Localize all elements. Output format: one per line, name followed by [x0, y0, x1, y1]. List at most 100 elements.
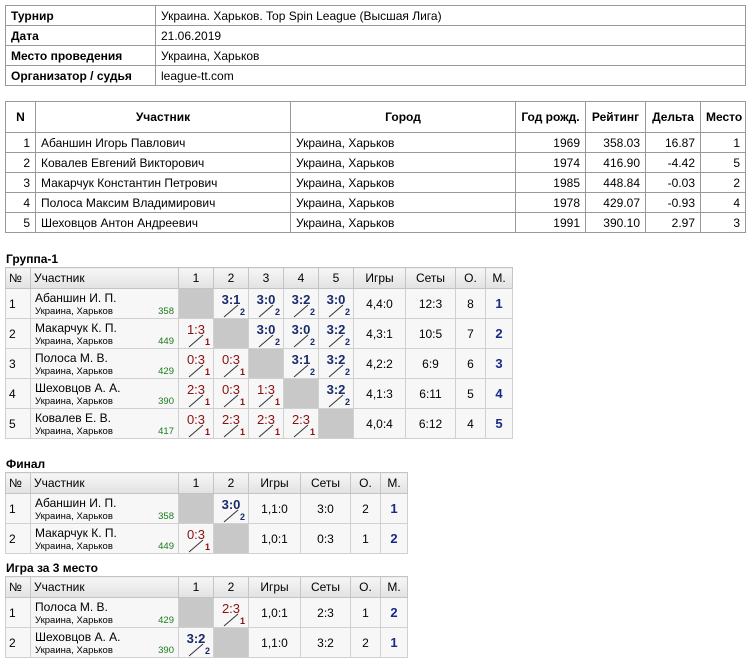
- slash-line: [258, 394, 274, 408]
- column-header: М.: [380, 576, 408, 598]
- info-value: Украина. Харьков. Top Spin League (Высша…: [155, 5, 746, 26]
- place: 1: [485, 288, 513, 319]
- column-header: 1: [178, 472, 214, 494]
- place: 1: [380, 493, 408, 524]
- sets: 3:0: [300, 493, 351, 524]
- sets: 2:3: [300, 597, 351, 628]
- slash: [328, 334, 344, 348]
- slash-line: [328, 394, 344, 408]
- slash: [293, 424, 309, 438]
- points: 2: [309, 367, 315, 377]
- player-cell: Шеховцов А. А. Украина, Харьков 390: [30, 378, 179, 409]
- points: 2: [309, 307, 315, 317]
- place: 3: [485, 348, 513, 379]
- column-header: Участник: [30, 472, 179, 494]
- score: 2:3: [221, 601, 241, 616]
- score: 1:3: [186, 322, 206, 337]
- slash: [223, 424, 239, 438]
- column-header: О.: [455, 267, 486, 289]
- section-title: Группа-1: [6, 252, 59, 266]
- points-total: 4: [455, 408, 486, 439]
- info-label: Турнир: [5, 5, 156, 26]
- player-rating: 429: [158, 366, 174, 377]
- cell: 1991: [515, 212, 586, 233]
- games: 1,0:1: [248, 597, 301, 628]
- score: 3:0: [326, 292, 346, 307]
- score: 3:0: [221, 497, 241, 512]
- info-label: Место проведения: [5, 45, 156, 66]
- player-rating: 390: [158, 645, 174, 656]
- column-header: Сеты: [405, 267, 456, 289]
- games: 4,1:3: [353, 378, 406, 409]
- score: 0:3: [186, 412, 206, 427]
- points: 2: [204, 646, 210, 656]
- slash: [188, 539, 204, 553]
- column-header: 4: [283, 267, 319, 289]
- slash: [328, 304, 344, 318]
- diagonal-cell: [213, 627, 249, 658]
- column-header: 2: [213, 576, 249, 598]
- points-total: 2: [350, 627, 381, 658]
- score: 0:3: [221, 382, 241, 397]
- header-row: № Участник 1 2 Игры Сеты О. М.: [5, 472, 408, 494]
- points: 2: [344, 397, 350, 407]
- cell: 3: [5, 172, 36, 193]
- slash-line: [293, 304, 309, 318]
- games: 4,4:0: [353, 288, 406, 319]
- diagonal-cell: [178, 288, 214, 319]
- games: 1,0:1: [248, 523, 301, 554]
- participants-table: N Участник Город Год рожд. Рейтинг Дельта Мест…: [5, 101, 746, 233]
- diagonal-cell: [213, 523, 249, 554]
- player-row: 1 Абаншин И. П. Украина, Харьков 358 3:1 2 3:0…: [5, 288, 513, 319]
- points: 1: [239, 616, 245, 626]
- sets: 12:3: [405, 288, 456, 319]
- player-number: 1: [5, 493, 31, 524]
- points: 2: [344, 367, 350, 377]
- column-header: 5: [318, 267, 354, 289]
- slash-line: [328, 304, 344, 318]
- player-number: 1: [5, 288, 31, 319]
- score: 1:3: [256, 382, 276, 397]
- player-city: Украина, Харьков: [35, 306, 113, 317]
- slash: [223, 509, 239, 523]
- slash-line: [293, 364, 309, 378]
- header-row: N Участник Город Год рожд. Рейтинг Дельта Мест…: [5, 101, 746, 133]
- cell: 2.97: [645, 212, 701, 233]
- sets: 3:2: [300, 627, 351, 658]
- slash-line: [293, 424, 309, 438]
- score-cell: 3:2 2: [318, 378, 354, 409]
- score: 0:3: [186, 352, 206, 367]
- points: 1: [204, 337, 210, 347]
- column-header: Город: [290, 101, 516, 133]
- slash: [258, 424, 274, 438]
- player-rating: 390: [158, 396, 174, 407]
- slash-line: [188, 364, 204, 378]
- column-header: 1: [178, 267, 214, 289]
- score-cell: 3:0 2: [283, 318, 319, 349]
- player-row: 5 Ковалев Е. В. Украина, Харьков 417 0:3 1 2:3…: [5, 408, 513, 439]
- score-cell: 2:3 1: [248, 408, 284, 439]
- cell: 16.87: [645, 132, 701, 153]
- slash: [293, 334, 309, 348]
- slash-line: [328, 364, 344, 378]
- column-header: №: [5, 576, 31, 598]
- section-title: Игра за 3 место: [6, 561, 98, 575]
- participant-row: 3 Макарчук Константин Петрович Украина, Ха…: [5, 172, 746, 193]
- games: 1,1:0: [248, 627, 301, 658]
- player-city: Украина, Харьков: [35, 645, 113, 656]
- score: 2:3: [186, 382, 206, 397]
- cell: Ковалев Евгений Викторович: [35, 152, 291, 173]
- cell: -0.93: [645, 192, 701, 213]
- player-city: Украина, Харьков: [35, 366, 113, 377]
- sets: 0:3: [300, 523, 351, 554]
- column-header: Игры: [353, 267, 406, 289]
- column-header: N: [5, 101, 36, 133]
- player-row: 1 Абаншин И. П. Украина, Харьков 358 3:0 2 1,1…: [5, 493, 408, 524]
- slash: [223, 304, 239, 318]
- cell: 358.03: [585, 132, 646, 153]
- cell: 4: [700, 192, 746, 213]
- info-row: Организатор / судья league-tt.com: [5, 65, 746, 86]
- cell: 4: [5, 192, 36, 213]
- cell: 1: [5, 132, 36, 153]
- info-row: Дата 21.06.2019: [5, 25, 746, 46]
